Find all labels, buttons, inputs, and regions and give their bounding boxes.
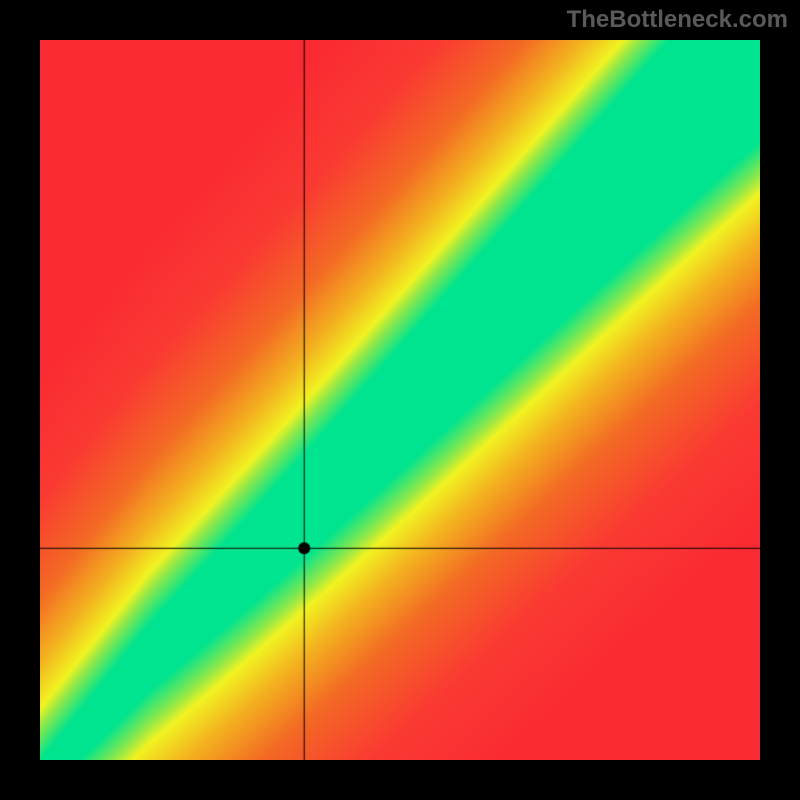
chart-frame: TheBottleneck.com: [0, 0, 800, 800]
bottleneck-heatmap: [40, 40, 760, 760]
watermark-text: TheBottleneck.com: [567, 6, 788, 34]
